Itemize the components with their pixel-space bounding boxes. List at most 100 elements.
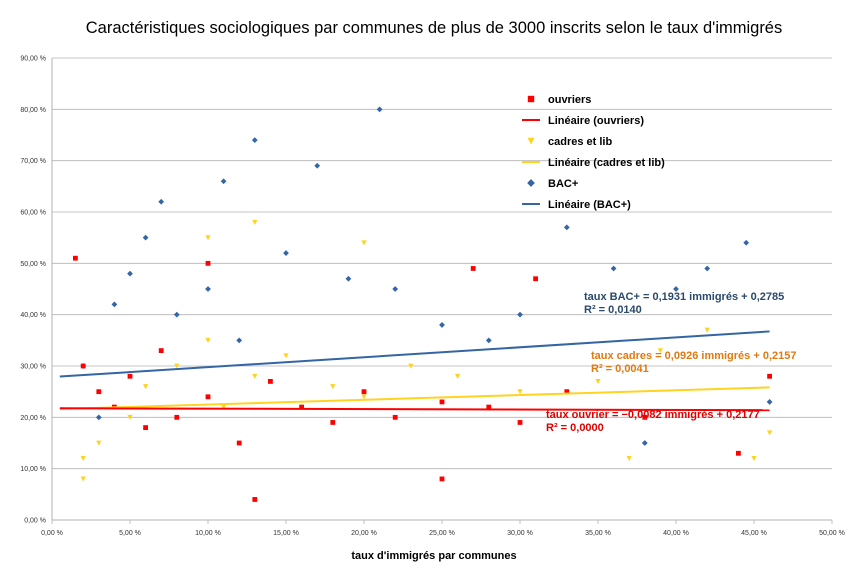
y-tick-label: 0,00 % <box>24 518 46 525</box>
point-cadres-et-lib <box>361 240 367 246</box>
point-ouvriers <box>392 414 398 420</box>
y-tick-label: 50,00 % <box>20 261 46 268</box>
y-tick-label: 60,00 % <box>20 210 46 217</box>
point-ouvriers <box>439 476 445 482</box>
point-bac- <box>314 162 321 169</box>
r2-bac-: R² = 0,0140 <box>584 304 642 316</box>
y-tick-label: 70,00 % <box>20 158 46 165</box>
point-cadres-et-lib <box>220 404 227 410</box>
point-bac- <box>704 265 711 272</box>
point-bac- <box>485 337 492 344</box>
point-ouvriers <box>299 404 304 410</box>
x-tick-label: 10,00 % <box>195 530 221 537</box>
point-bac- <box>173 311 180 318</box>
point-cadres-et-lib <box>361 394 367 400</box>
point-bac- <box>127 270 133 277</box>
point-bac- <box>236 337 243 344</box>
x-tick-label: 40,00 % <box>663 530 689 537</box>
legend-swatch-ouvriers <box>527 95 535 103</box>
point-cadres-et-lib <box>626 456 632 462</box>
data-points <box>73 106 773 502</box>
point-cadres-et-lib <box>80 476 86 482</box>
trendline-bac- <box>59 330 770 378</box>
x-tick-label: 20,00 % <box>351 530 377 537</box>
trendlines <box>59 330 770 412</box>
x-tick-label: 0,00 % <box>41 530 63 537</box>
y-tick-label: 10,00 % <box>20 466 46 473</box>
point-ouvriers <box>533 276 538 282</box>
point-bac- <box>563 224 570 231</box>
point-ouvriers <box>486 404 492 410</box>
point-bac- <box>205 286 211 292</box>
point-ouvriers <box>127 373 133 379</box>
point-bac- <box>111 301 118 308</box>
point-ouvriers <box>236 440 242 446</box>
point-bac- <box>345 275 352 282</box>
equation-cadres-et-lib: taux cadres = 0,0926 immigrés + 0,2157 <box>591 350 796 362</box>
point-cadres-et-lib <box>766 430 773 436</box>
legend: ouvriers Linéaire (ouvriers) cadres et lib… <box>522 94 665 211</box>
point-cadres-et-lib <box>657 348 664 354</box>
y-tick-label: 80,00 % <box>20 107 46 114</box>
equation-ouvriers: taux ouvrier = −0,0082 immigrés + 0,2177 <box>546 409 760 421</box>
chart-title: Caractéristiques sociologiques par commu… <box>86 19 783 37</box>
equation-bac-: taux BAC+ = 0,1931 immigrés + 0,2785 <box>584 291 784 303</box>
tick-labels: 0,00 % 10,00 % 20,00 % 30,00 % 40,00 % 50,00 … <box>20 56 845 538</box>
point-cadres-et-lib <box>517 389 523 395</box>
x-axis-label: taux d'immigrés par communes <box>351 550 516 562</box>
point-cadres-et-lib <box>704 327 710 333</box>
point-bac- <box>641 440 648 446</box>
point-bac- <box>251 137 258 144</box>
trendline-ouvriers <box>59 407 770 412</box>
point-ouvriers <box>80 363 86 369</box>
point-ouvriers <box>361 389 367 395</box>
point-ouvriers <box>158 348 164 353</box>
point-bac- <box>673 286 679 292</box>
x-tick-label: 50,00 % <box>819 530 845 537</box>
axes <box>51 58 833 524</box>
point-ouvriers <box>767 373 772 379</box>
point-cadres-et-lib <box>174 363 180 369</box>
point-cadres-et-lib <box>252 373 258 379</box>
point-cadres-et-lib <box>595 379 601 385</box>
point-ouvriers <box>517 420 523 425</box>
point-bac- <box>283 250 289 256</box>
r2-cadres-et-lib: R² = 0,0041 <box>591 363 649 375</box>
point-bac- <box>220 178 227 185</box>
point-cadres-et-lib <box>142 384 149 390</box>
point-ouvriers <box>73 255 78 261</box>
legend-swatch-cadres-et-lib <box>527 137 535 145</box>
point-cadres-et-lib <box>252 219 258 225</box>
point-cadres-et-lib <box>80 456 86 462</box>
point-cadres-et-lib <box>408 363 414 369</box>
point-ouvriers <box>642 414 648 420</box>
point-bac- <box>439 322 445 328</box>
legend-label-ouvriers: ouvriers <box>548 94 591 106</box>
point-ouvriers <box>439 399 445 405</box>
point-ouvriers <box>470 266 476 271</box>
point-cadres-et-lib <box>283 353 289 359</box>
point-ouvriers <box>174 414 180 420</box>
point-cadres-et-lib <box>127 414 133 420</box>
point-cadres-et-lib <box>330 384 336 390</box>
trendline-cadres-et-lib <box>59 386 770 411</box>
legend-swatch-bac- <box>527 179 535 187</box>
point-bac- <box>766 399 773 405</box>
x-tick-label: 30,00 % <box>507 530 533 537</box>
point-ouvriers <box>564 389 570 395</box>
grid <box>52 57 832 521</box>
point-bac- <box>610 265 617 272</box>
x-tick-label: 25,00 % <box>429 530 455 537</box>
legend-label-cadres-et-lib: cadres et lib <box>548 136 612 148</box>
point-cadres-et-lib <box>205 235 211 241</box>
x-tick-label: 5,00 % <box>119 530 141 537</box>
legend-label-lin-aire-cadres-et-lib-: Linéaire (cadres et lib) <box>548 157 665 169</box>
point-ouvriers <box>268 379 273 384</box>
point-cadres-et-lib <box>205 337 211 343</box>
y-tick-label: 40,00 % <box>20 312 46 319</box>
point-bac- <box>376 106 383 113</box>
point-ouvriers <box>330 420 336 425</box>
point-bac- <box>142 234 149 241</box>
point-bac- <box>95 414 102 421</box>
